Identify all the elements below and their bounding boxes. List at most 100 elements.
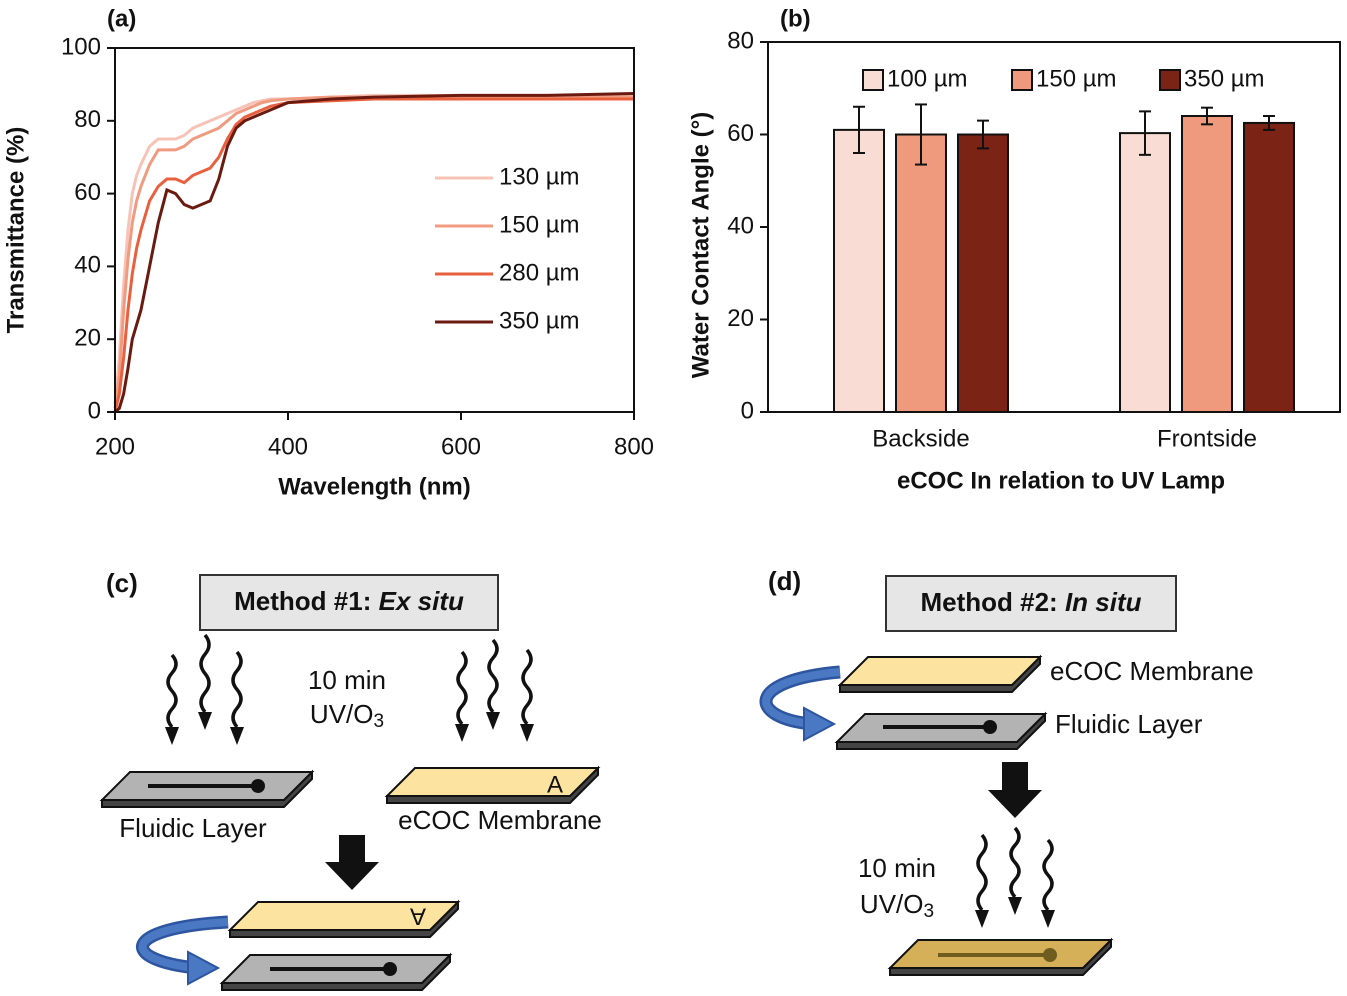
error-bar (977, 119, 989, 150)
subscript: 3 (924, 901, 935, 922)
uv-wave (1009, 826, 1021, 899)
legend-label: 350 µm (1184, 65, 1265, 92)
bar (1181, 115, 1233, 413)
legend-label: 100 µm (887, 65, 968, 92)
legend-label: 150 µm (1036, 65, 1117, 92)
line-series (113, 93, 634, 405)
uv-wave (1042, 838, 1054, 912)
membrane-label: eCOC Membrane (398, 805, 602, 835)
x-tick-label: Backside (872, 425, 969, 452)
uv-wave (456, 650, 468, 726)
slab-top (837, 656, 1043, 686)
bar (895, 133, 947, 413)
method-box (199, 574, 499, 631)
diagrams: Method #1: Ex situ Method #2: In situ (c… (106, 566, 1254, 922)
y-tick-label: 100 (61, 33, 101, 60)
flip-arrow (762, 668, 841, 728)
time-label: 10 min (308, 665, 386, 695)
y-tick-label: 80 (727, 27, 754, 54)
legend-label: 150 µm (499, 211, 580, 238)
uv-wave (521, 648, 533, 726)
channel-port (251, 779, 265, 793)
uv-wave (166, 653, 178, 729)
uv-arrowhead (486, 712, 500, 730)
x-axis-label: Wavelength (nm) (278, 473, 470, 500)
error-bar (853, 105, 865, 154)
x-axis-label: eCOC In relation to UV Lamp (897, 467, 1225, 494)
y-axis-label: Water Contact Angle (°) (687, 112, 714, 378)
panel-label: (d) (768, 566, 801, 596)
y-tick-label: 20 (74, 325, 101, 352)
slab-top (227, 901, 461, 931)
x-tick-label: 400 (268, 433, 308, 460)
subscript: 3 (374, 711, 385, 732)
treatment-label: UV/O3 (860, 889, 934, 922)
treatment: UV/O (310, 699, 374, 729)
legend-label: 350 µm (499, 307, 580, 334)
method-name: In situ (1065, 587, 1142, 617)
legend-label: 130 µm (499, 163, 580, 190)
method-label: Method #1: (234, 586, 371, 616)
uv-arrowhead (1041, 910, 1055, 928)
y-tick-label: 0 (88, 397, 101, 424)
uv-wave (976, 833, 988, 912)
uv-arrowhead (455, 724, 469, 742)
flip-arrow (138, 918, 229, 972)
channel-port (1043, 948, 1057, 962)
uv-arrowhead (198, 712, 212, 730)
error-bar (1139, 110, 1151, 156)
x-tick-label: 200 (95, 433, 135, 460)
method-title: Method #1: Ex situ (234, 586, 464, 616)
y-tick-label: 80 (74, 106, 101, 133)
method-label: Method #2: (920, 587, 1057, 617)
y-tick-label: 20 (727, 305, 754, 332)
step-arrow (988, 762, 1042, 818)
uv-arrowhead (1008, 897, 1022, 915)
channel-port (983, 720, 997, 734)
plot-frame (114, 47, 635, 413)
method-name: Ex situ (379, 586, 464, 616)
legend-swatch (1159, 69, 1181, 91)
method-title: Method #2: In situ (920, 587, 1141, 617)
x-tick-label: Frontside (1157, 425, 1257, 452)
y-tick-label: 60 (74, 179, 101, 206)
legend-swatch (862, 69, 884, 91)
bar (1119, 132, 1171, 414)
treatment: UV/O (860, 889, 924, 919)
fluidic-label: Fluidic Layer (1055, 709, 1203, 739)
legend-swatch (1011, 69, 1033, 91)
error-bar (915, 103, 927, 166)
bar (957, 133, 1009, 413)
uv-arrowhead (165, 727, 179, 745)
slab-top (384, 767, 601, 797)
panel-label: (a) (107, 5, 136, 32)
channel-port (383, 962, 397, 976)
membrane-mark: A (547, 771, 563, 798)
legend-label: 280 µm (499, 259, 580, 286)
fluidic-label: Fluidic Layer (119, 813, 267, 843)
bar (833, 128, 885, 413)
bar (1243, 121, 1295, 413)
y-tick-label: 40 (727, 212, 754, 239)
step-arrow (325, 835, 379, 890)
method-box (885, 575, 1177, 632)
uv-arrowhead (975, 910, 989, 928)
error-bar (1263, 115, 1275, 131)
uv-arrowhead (520, 724, 534, 742)
line-series (114, 92, 635, 414)
line-series (113, 95, 634, 409)
treatment-label: UV/O3 (310, 699, 384, 732)
time-label: 10 min (858, 853, 936, 883)
y-tick-label: 60 (727, 120, 754, 147)
uv-wave (199, 633, 211, 714)
y-tick-label: 0 (741, 397, 754, 424)
y-axis-label: Transmittance (%) (2, 127, 29, 334)
line-series (113, 97, 634, 413)
uv-wave (231, 650, 243, 729)
error-bar (1201, 106, 1213, 126)
flip-arrowhead (187, 950, 221, 986)
x-tick-label: 600 (441, 433, 481, 460)
membrane-label: eCOC Membrane (1050, 656, 1254, 686)
uv-wave (487, 638, 499, 714)
